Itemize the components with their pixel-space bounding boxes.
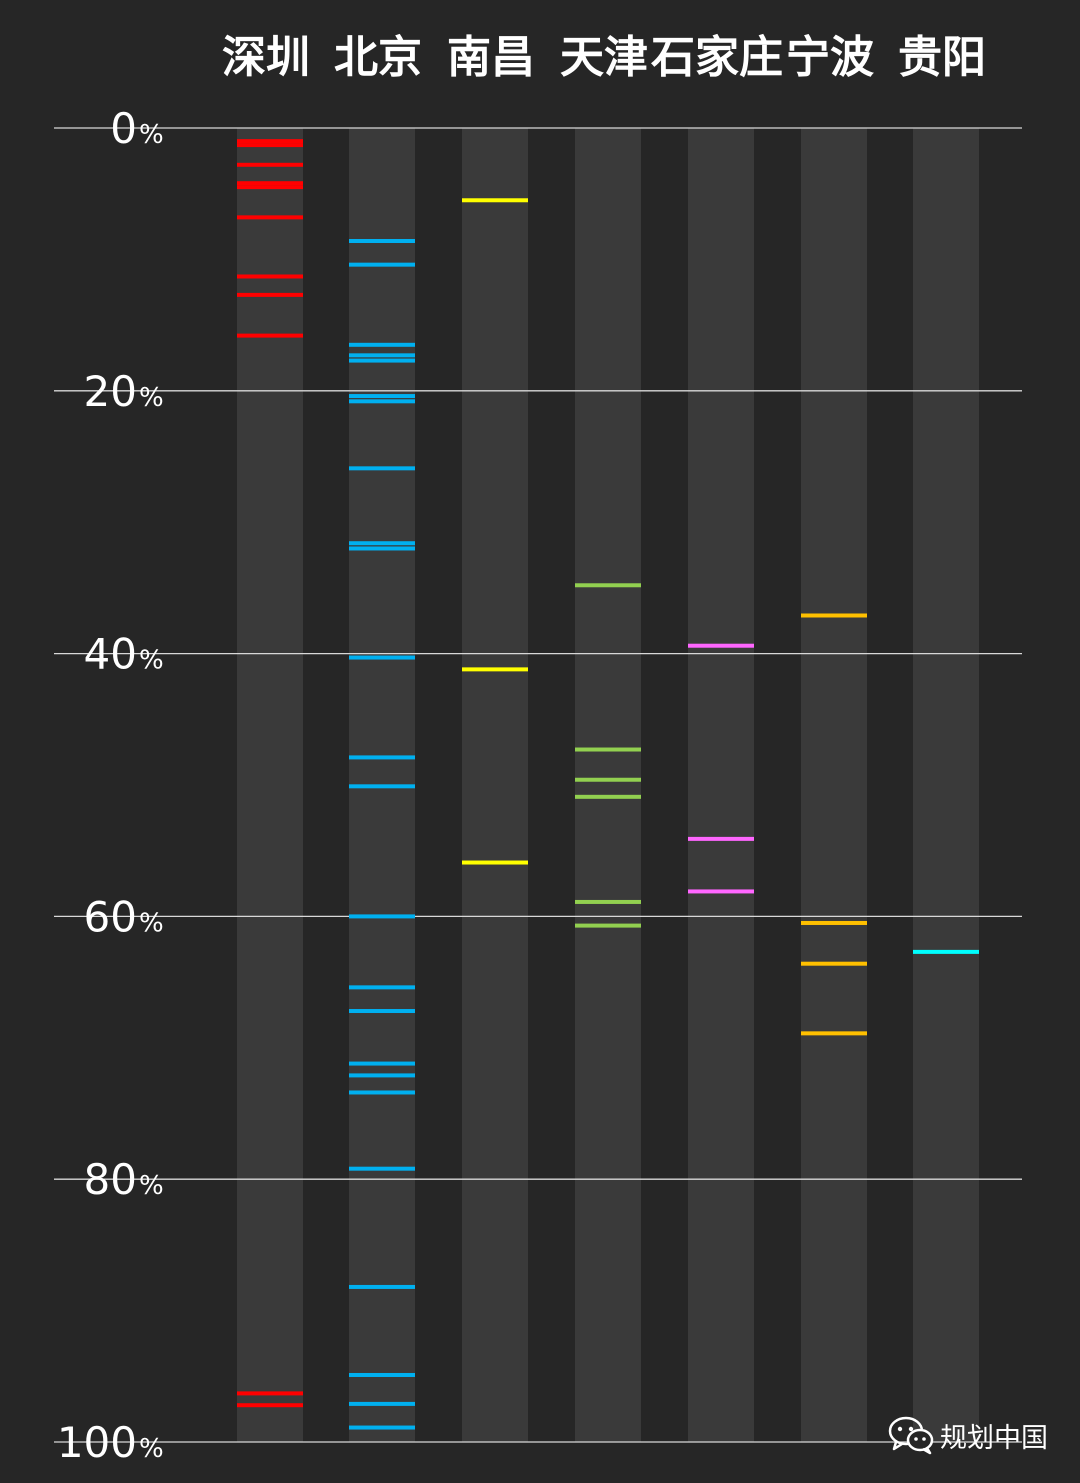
tick-unit-1: % — [139, 383, 164, 413]
mark-3-0 — [575, 583, 641, 588]
city-columns — [237, 128, 979, 1442]
mark-1-10 — [349, 655, 415, 660]
column-2 — [462, 128, 528, 1442]
tick-unit-2: % — [139, 646, 164, 676]
tick-label-1: 20 — [84, 367, 137, 416]
city-label-1: 北京 — [334, 32, 422, 83]
mark-5-3 — [801, 1031, 867, 1036]
mark-3-4 — [575, 899, 641, 904]
mark-0-3 — [237, 181, 303, 186]
city-label-6: 贵阳 — [898, 32, 986, 83]
mark-1-9 — [349, 546, 415, 551]
mark-0-10 — [237, 1403, 303, 1408]
mark-1-16 — [349, 1061, 415, 1066]
mark-1-23 — [349, 1425, 415, 1430]
wechat-icon — [888, 1416, 934, 1455]
mark-5-1 — [801, 920, 867, 925]
mark-1-8 — [349, 541, 415, 546]
mark-3-2 — [575, 777, 641, 782]
mark-5-2 — [801, 961, 867, 966]
city-label-2: 南昌 — [447, 32, 535, 83]
mark-1-4 — [349, 358, 415, 363]
city-label-5: 宁波 — [786, 32, 874, 83]
column-0 — [237, 128, 303, 1442]
mark-1-5 — [349, 394, 415, 399]
mark-1-1 — [349, 262, 415, 267]
tick-label-4: 80 — [84, 1155, 137, 1204]
mark-1-3 — [349, 353, 415, 358]
column-6 — [913, 128, 979, 1442]
mark-1-6 — [349, 399, 415, 404]
mark-2-1 — [462, 667, 528, 672]
tick-unit-0: % — [139, 120, 164, 150]
tick-unit-5: % — [139, 1434, 164, 1464]
city-label-4: 石家庄 — [651, 32, 783, 83]
mark-3-1 — [575, 747, 641, 752]
mark-2-2 — [462, 860, 528, 865]
mark-1-11 — [349, 755, 415, 760]
mark-1-17 — [349, 1073, 415, 1078]
column-5 — [801, 128, 867, 1442]
city-label-0: 深圳 — [222, 32, 310, 83]
tick-label-5: 100 — [57, 1418, 137, 1467]
watermark: 规划中国 — [888, 1412, 1048, 1458]
mark-1-0 — [349, 239, 415, 244]
mark-1-21 — [349, 1372, 415, 1377]
mark-0-8 — [237, 333, 303, 338]
mark-0-1 — [237, 143, 303, 148]
gridlines — [54, 127, 1022, 1443]
mark-2-0 — [462, 198, 528, 203]
tick-label-2: 40 — [84, 630, 137, 679]
mark-3-3 — [575, 794, 641, 799]
mark-1-2 — [349, 342, 415, 347]
mark-4-1 — [688, 836, 754, 841]
tick-label-0: 0 — [110, 104, 137, 153]
mark-0-7 — [237, 292, 303, 297]
mark-0-5 — [237, 215, 303, 220]
column-4 — [688, 128, 754, 1442]
mark-0-0 — [237, 139, 303, 144]
column-3 — [575, 128, 641, 1442]
mark-1-7 — [349, 466, 415, 471]
tick-label-3: 60 — [84, 892, 137, 941]
mark-4-0 — [688, 643, 754, 648]
mark-1-22 — [349, 1401, 415, 1406]
mark-0-9 — [237, 1391, 303, 1396]
mark-1-19 — [349, 1166, 415, 1171]
watermark-text: 规划中国 — [940, 1422, 1048, 1454]
city-label-3: 天津 — [560, 32, 648, 83]
tick-unit-3: % — [139, 908, 164, 938]
data-marks — [237, 139, 979, 1430]
mark-1-20 — [349, 1284, 415, 1289]
mark-6-0 — [913, 949, 979, 954]
mark-0-2 — [237, 162, 303, 167]
mark-5-0 — [801, 613, 867, 618]
mark-1-18 — [349, 1090, 415, 1095]
city-labels: 深圳 北京 南昌 天津 石家庄 宁波 贵阳 — [222, 32, 986, 83]
mark-0-6 — [237, 274, 303, 279]
mark-1-12 — [349, 784, 415, 789]
mark-1-14 — [349, 985, 415, 990]
tick-unit-4: % — [139, 1171, 164, 1201]
mark-4-2 — [688, 889, 754, 894]
mark-3-5 — [575, 923, 641, 928]
mark-1-13 — [349, 914, 415, 919]
y-axis-ticks: 0 %20 %40 %60 %80 %100% — [57, 104, 164, 1467]
mark-1-15 — [349, 1009, 415, 1014]
mark-0-4 — [237, 185, 303, 190]
